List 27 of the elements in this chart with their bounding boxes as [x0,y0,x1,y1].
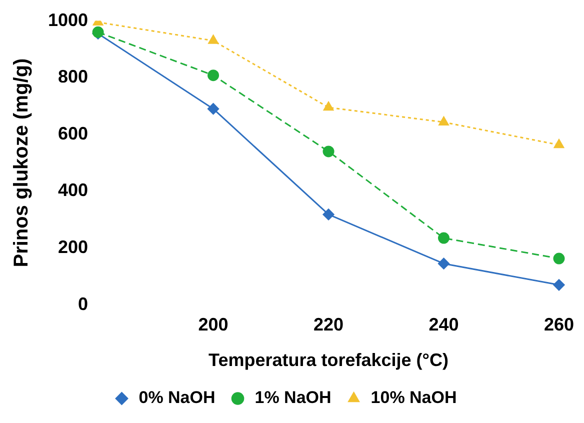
point [438,116,449,126]
point [322,208,334,220]
x-tick-label: 220 [313,314,344,335]
point [554,139,564,148]
y-tick-label: 400 [58,180,88,200]
point [208,70,220,82]
point [438,258,450,270]
point [323,102,334,111]
y-tick-label: 200 [58,236,88,257]
x-axis-title: Temperatura torefakcije (°C) [208,350,448,370]
x-tick-label: 200 [198,314,228,335]
point [553,252,565,264]
y-tick-label: 600 [58,123,88,144]
point [208,103,220,115]
point [553,279,565,291]
y-tick-label: 1000 [48,10,88,30]
legend-label: 0% NaOH [138,388,216,408]
y-tick-label: 0 [78,294,88,314]
y-axis-title: Prinos glukoze (mg/g) [10,58,33,268]
point [322,146,334,158]
x-tick-label: 240 [428,314,459,335]
point [208,34,218,44]
legend-label: 10% NaOH [370,388,457,408]
y-tick-label: 800 [58,66,88,87]
x-tick-label: 260 [544,314,574,335]
point [438,232,450,244]
legend-label: 1% NaOH [254,388,332,408]
